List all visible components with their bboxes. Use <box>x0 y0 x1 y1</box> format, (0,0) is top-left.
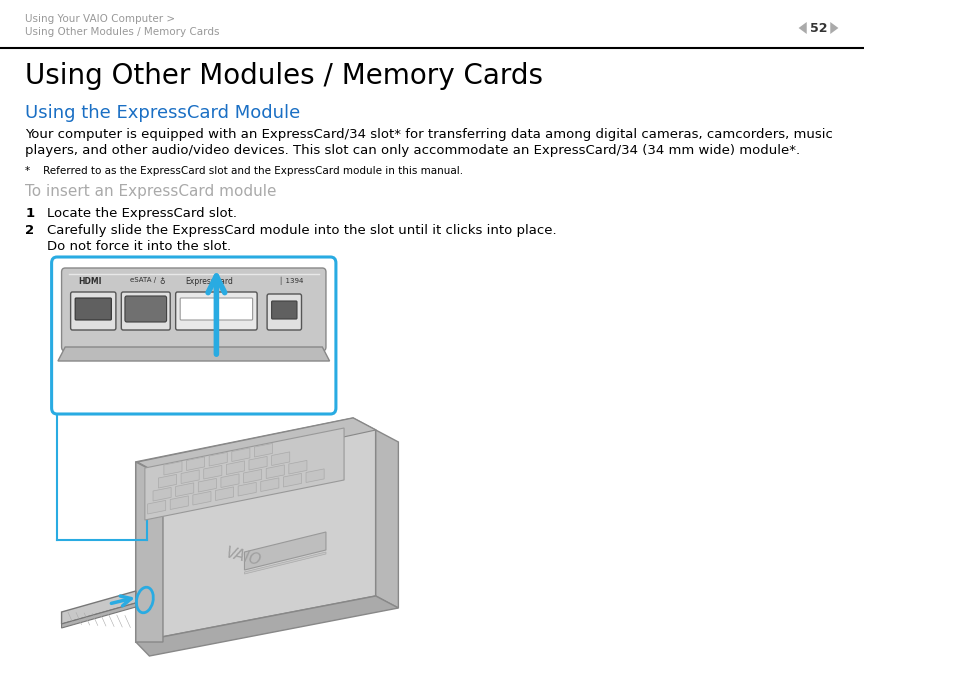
FancyBboxPatch shape <box>272 301 296 319</box>
Text: HDMI: HDMI <box>78 277 101 286</box>
Polygon shape <box>187 457 204 470</box>
Polygon shape <box>181 470 199 483</box>
Polygon shape <box>283 473 301 487</box>
Polygon shape <box>158 474 176 488</box>
Text: VAIO: VAIO <box>224 545 263 568</box>
Polygon shape <box>198 479 216 492</box>
Text: players, and other audio/video devices. This slot can only accommodate an Expres: players, and other audio/video devices. … <box>26 144 800 157</box>
Polygon shape <box>193 491 211 505</box>
FancyBboxPatch shape <box>180 298 253 320</box>
Text: 2: 2 <box>26 224 34 237</box>
Polygon shape <box>135 596 398 656</box>
Polygon shape <box>375 430 398 608</box>
FancyBboxPatch shape <box>71 292 115 330</box>
Polygon shape <box>243 469 261 483</box>
Polygon shape <box>175 483 193 497</box>
FancyBboxPatch shape <box>175 292 257 330</box>
Polygon shape <box>145 428 344 520</box>
Polygon shape <box>232 448 250 462</box>
Polygon shape <box>306 469 324 483</box>
Text: eSATA /: eSATA / <box>131 277 158 283</box>
Polygon shape <box>798 22 806 34</box>
Polygon shape <box>289 460 307 474</box>
Text: 52: 52 <box>809 22 826 34</box>
Polygon shape <box>135 462 163 642</box>
Polygon shape <box>209 452 227 466</box>
Text: 1: 1 <box>26 207 34 220</box>
Polygon shape <box>829 22 838 34</box>
Polygon shape <box>244 552 326 574</box>
FancyBboxPatch shape <box>125 296 167 322</box>
Text: Using the ExpressCard Module: Using the ExpressCard Module <box>26 104 300 122</box>
FancyBboxPatch shape <box>267 294 301 330</box>
Polygon shape <box>58 347 329 361</box>
Text: │ 1394: │ 1394 <box>278 277 303 285</box>
Polygon shape <box>249 456 267 470</box>
Text: Using Your VAIO Computer >: Using Your VAIO Computer > <box>26 14 175 24</box>
Polygon shape <box>204 466 222 479</box>
Text: Using Other Modules / Memory Cards: Using Other Modules / Memory Cards <box>26 62 543 90</box>
Polygon shape <box>135 418 375 642</box>
Text: *    Referred to as the ExpressCard slot and the ExpressCard module in this manu: * Referred to as the ExpressCard slot an… <box>26 166 463 176</box>
FancyBboxPatch shape <box>62 268 326 351</box>
Text: Do not force it into the slot.: Do not force it into the slot. <box>47 240 231 253</box>
Text: To insert an ExpressCard module: To insert an ExpressCard module <box>26 184 276 199</box>
Text: ExpressCard: ExpressCard <box>186 277 233 286</box>
Polygon shape <box>272 452 290 466</box>
Polygon shape <box>215 487 233 501</box>
Text: Carefully slide the ExpressCard module into the slot until it clicks into place.: Carefully slide the ExpressCard module i… <box>47 224 557 237</box>
Polygon shape <box>62 603 135 628</box>
Polygon shape <box>226 461 244 474</box>
Polygon shape <box>137 418 375 476</box>
Polygon shape <box>260 478 278 491</box>
Polygon shape <box>266 465 284 479</box>
Polygon shape <box>244 532 326 570</box>
Text: Using Other Modules / Memory Cards: Using Other Modules / Memory Cards <box>26 27 219 37</box>
FancyBboxPatch shape <box>121 292 170 330</box>
Polygon shape <box>62 591 135 624</box>
FancyBboxPatch shape <box>75 298 112 320</box>
Polygon shape <box>164 462 182 475</box>
FancyBboxPatch shape <box>51 257 335 414</box>
Polygon shape <box>170 496 188 510</box>
Polygon shape <box>254 443 273 457</box>
Polygon shape <box>221 474 239 487</box>
Text: Locate the ExpressCard slot.: Locate the ExpressCard slot. <box>47 207 237 220</box>
Text: ♁: ♁ <box>159 277 165 286</box>
Polygon shape <box>148 500 166 514</box>
Text: Your computer is equipped with an ExpressCard/34 slot* for transferring data amo: Your computer is equipped with an Expres… <box>26 128 832 141</box>
Polygon shape <box>238 483 256 496</box>
Polygon shape <box>152 487 171 501</box>
